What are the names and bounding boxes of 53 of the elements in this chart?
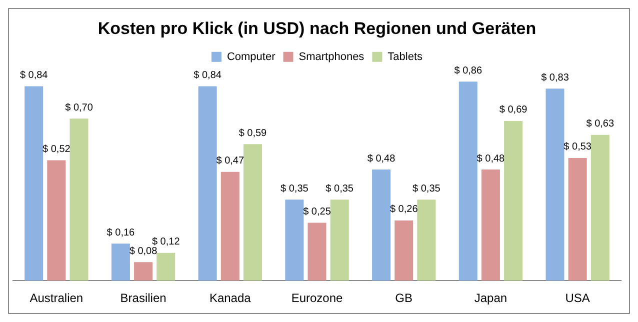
- data-label: $ 0,35: [280, 183, 309, 194]
- data-label: $ 0,52: [42, 144, 71, 156]
- bar: [47, 160, 66, 281]
- data-label: $ 0,84: [194, 70, 222, 82]
- bar: [590, 134, 610, 281]
- x-tick-label: USA: [565, 291, 590, 306]
- bar: [546, 88, 564, 281]
- x-tick-label: Kanada: [209, 291, 252, 306]
- x-tick-label: Australien: [30, 291, 84, 306]
- bar: [308, 222, 326, 281]
- data-label: $ 0,48: [476, 153, 506, 164]
- data-label: $ 0,48: [367, 153, 396, 164]
- bar: [481, 170, 500, 281]
- bar: [285, 200, 304, 281]
- bar: [504, 120, 523, 281]
- data-label: $ 0,70: [65, 102, 94, 114]
- data-label: $ 0,16: [106, 227, 136, 238]
- bar: [134, 262, 153, 281]
- data-label: $ 0,26: [390, 204, 418, 216]
- data-label: $ 0,83: [541, 72, 570, 84]
- bar: [220, 172, 240, 281]
- bar: [568, 158, 587, 281]
- legend-label: Smartphones: [298, 50, 365, 63]
- x-tick-label: GB: [395, 291, 413, 306]
- data-label: $ 0,84: [20, 70, 48, 82]
- data-label: $ 0,35: [412, 183, 441, 194]
- bar: [70, 118, 88, 281]
- bar: [372, 170, 391, 281]
- legend-label: Tablets: [388, 50, 424, 63]
- bar: [24, 86, 44, 281]
- data-label: $ 0,08: [129, 246, 158, 257]
- x-tick-label: Eurozone: [291, 291, 344, 306]
- bar: [198, 86, 217, 281]
- data-label: $ 0,25: [303, 206, 332, 218]
- data-label: $ 0,53: [564, 142, 592, 153]
- data-label: $ 0,69: [499, 104, 528, 116]
- bar: [417, 200, 436, 281]
- bar: [330, 200, 349, 281]
- legend-label: Computer: [226, 50, 276, 63]
- x-tick-label: Japan: [474, 291, 508, 306]
- data-label: $ 0,47: [216, 156, 244, 167]
- data-label: $ 0,59: [238, 128, 268, 139]
- chart-title: Kosten pro Klick (in USD) nach Regionen und Geräten: [98, 18, 536, 38]
- data-label: $ 0,63: [586, 118, 614, 130]
- bar: [394, 220, 414, 281]
- data-label: $ 0,35: [326, 183, 354, 194]
- data-label: $ 0,86: [454, 65, 482, 76]
- bar: [458, 82, 478, 281]
- data-label: $ 0,12: [152, 236, 180, 248]
- bar: [111, 244, 130, 281]
- bar: [156, 252, 176, 281]
- x-tick-label: Brasilien: [120, 291, 166, 306]
- bar: [243, 144, 262, 281]
